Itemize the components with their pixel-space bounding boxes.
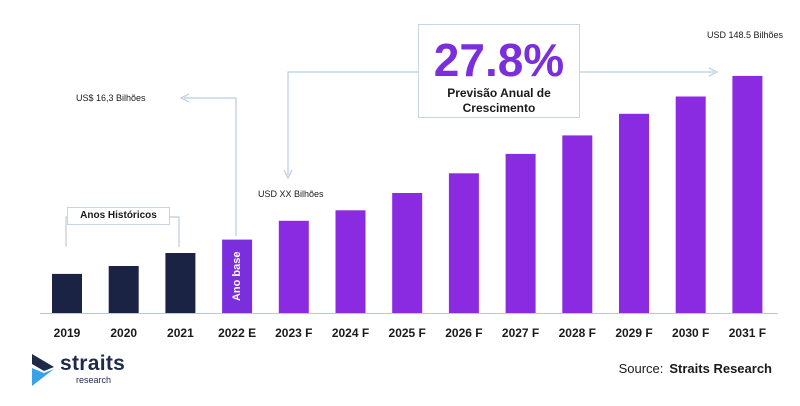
bar-2022-e	[222, 239, 253, 313]
bar-2024-f	[335, 210, 366, 313]
tick-label: 2023 F	[275, 326, 312, 340]
straits-logo: straits research	[30, 352, 150, 388]
x-tick-labels: 2019 2020 2021 2022 E 2023 F 2024 F 2025 F 2026…	[54, 326, 766, 340]
bar-2026-f	[448, 173, 479, 313]
tick-label: 2028 F	[559, 326, 596, 340]
base-value-connector	[287, 71, 418, 175]
historical-years-label: Anos Históricos	[67, 207, 170, 225]
straits-logo-icon	[32, 354, 54, 386]
base-year-label: Ano base	[231, 252, 243, 302]
cagr-label-line2: Crescimento	[462, 101, 536, 115]
bar-2021	[165, 253, 196, 313]
tick-label: 2020	[110, 326, 137, 340]
start-value-arrowhead	[179, 93, 190, 103]
tick-label: 2029 F	[615, 326, 652, 340]
cagr-box: 27.8% Previsão Anual de Crescimento	[418, 24, 580, 118]
tick-label: 2021	[167, 326, 194, 340]
bar-2019	[52, 273, 82, 313]
bar-2030-f	[675, 96, 706, 313]
logo-word: straits	[60, 352, 126, 375]
tick-label: 2024 F	[332, 326, 369, 340]
tick-label: 2031 F	[729, 326, 766, 340]
source-label: Source:	[618, 361, 664, 376]
tick-label: 2025 F	[389, 326, 426, 340]
start-value-connector	[184, 97, 237, 236]
end-value-arrowhead	[708, 67, 719, 77]
end-value-label: USD 148.5 Bilhões	[707, 30, 784, 40]
source-name: Straits Research	[669, 361, 772, 376]
start-value-label: US$ 16,3 Bilhões	[76, 93, 146, 103]
tick-label: 2027 F	[502, 326, 539, 340]
cagr-label-line1: Previsão Anual de	[447, 86, 551, 100]
bar-2029-f	[619, 113, 649, 313]
bar-2025-f	[392, 193, 423, 313]
bar-2028-f	[562, 135, 593, 313]
bar-2031-f	[732, 75, 763, 314]
base-value-label: USD XX Bilhões	[258, 189, 324, 199]
logo-sub: research	[76, 375, 112, 385]
cagr-value: 27.8%	[433, 34, 565, 86]
bars-group: Ano base	[52, 75, 763, 314]
tick-label: 2022 E	[218, 326, 256, 340]
source-credit: Source: Straits Research	[619, 361, 772, 376]
base-value-arrowhead	[283, 169, 293, 180]
bar-2020	[108, 266, 139, 313]
tick-label: 2030 F	[672, 326, 709, 340]
bar-2027-f	[505, 153, 536, 313]
tick-label: 2019	[54, 326, 81, 340]
tick-label: 2026 F	[445, 326, 482, 340]
bar-2023-f	[278, 220, 309, 313]
